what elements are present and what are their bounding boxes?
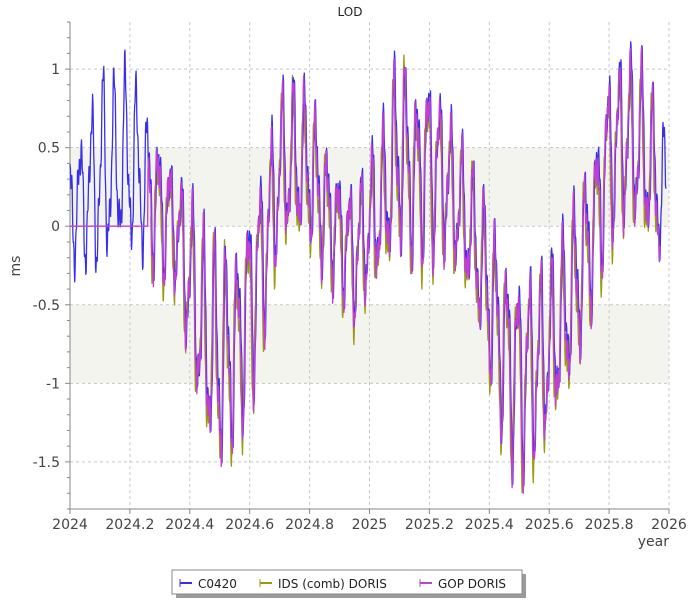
legend-label: C0420 (198, 577, 237, 591)
y-tick-label: -0.5 (33, 298, 60, 314)
x-tick-label: 2025.6 (525, 517, 574, 533)
x-tick-label: 2025.2 (405, 517, 454, 533)
series-line-c0420 (69, 41, 667, 487)
x-tick-label: 2026 (651, 517, 687, 533)
x-tick-label: 2025 (352, 517, 388, 533)
x-tick-label: 2024.6 (225, 517, 274, 533)
x-tick-label: 2024.4 (165, 517, 214, 533)
series-layer (69, 41, 667, 495)
x-tick-label: 2024 (52, 517, 88, 533)
y-tick-label: 0 (51, 219, 60, 235)
legend-label: GOP DORIS (438, 577, 506, 591)
y-axis-label: ms (8, 256, 24, 277)
x-tick-label: 2025.8 (585, 517, 634, 533)
chart-title: LOD (338, 5, 363, 19)
y-tick-label: -1.5 (33, 455, 60, 471)
x-ticks: 2024 2024.2 2024.4 2024.6 2024.8 2025 2025.2 20… (52, 509, 687, 533)
grid-lines (70, 22, 670, 509)
legend: C0420 IDS (comb) DORIS GOP DORIS (171, 569, 526, 598)
x-axis-label: year (638, 534, 669, 550)
y-tick-label: 1 (51, 62, 60, 78)
x-tick-label: 2025.4 (465, 517, 514, 533)
y-tick-label: -1 (46, 376, 60, 392)
legend-box (171, 569, 523, 595)
y-tick-label: 0.5 (38, 141, 60, 157)
x-tick-label: 2024.2 (105, 517, 154, 533)
series-line-gop-doris (69, 46, 661, 495)
y-ticks: -1.5 -1 -0.5 0 0.5 1 (33, 21, 70, 510)
legend-label: IDS (comb) DORIS (278, 577, 387, 591)
x-tick-label: 2024.8 (285, 517, 334, 533)
